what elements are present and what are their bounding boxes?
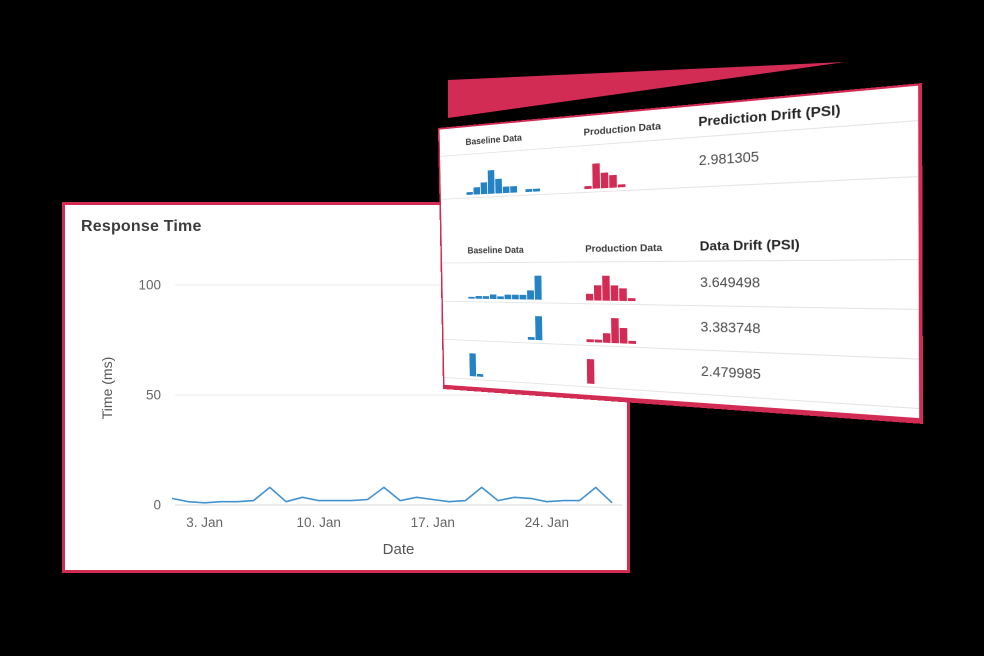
histogram-bar (475, 295, 482, 299)
histogram-bar (510, 186, 518, 193)
histogram-bar (480, 182, 488, 195)
histogram-bar (489, 294, 497, 300)
data-drift-section: Baseline Data Production Data Data Drift… (441, 224, 920, 410)
y-tick-label: 0 (153, 498, 161, 513)
response-line (171, 486, 613, 504)
drift-value: 3.649498 (699, 274, 761, 291)
histogram-bar (600, 171, 609, 189)
histogram-bar (476, 373, 484, 377)
production-histogram (584, 157, 699, 190)
histogram-bar (602, 275, 610, 301)
histogram-bar (609, 174, 617, 188)
production-histogram (586, 358, 701, 391)
column-header-production-data: Production Data (583, 120, 661, 139)
column-header-baseline-data: Baseline Data (467, 244, 524, 257)
histogram-bar (535, 315, 543, 341)
table-header-row: Baseline Data Production Data Data Drift… (441, 224, 919, 264)
histogram-bar (584, 185, 592, 190)
histogram-bar (592, 162, 601, 189)
histogram-bar (504, 294, 512, 300)
histogram-bar (533, 188, 541, 192)
histogram-bar (487, 169, 495, 194)
baseline-histogram (468, 275, 586, 300)
histogram-bar (586, 358, 595, 384)
histogram-bar (527, 336, 535, 340)
x-axis-label: Date (382, 541, 415, 558)
histogram-bar (466, 191, 473, 195)
column-header-baseline-data: Baseline Data (465, 132, 523, 148)
y-tick-label: 100 (138, 278, 161, 293)
histogram-bar (519, 294, 527, 300)
card-title: Response Time (81, 218, 202, 235)
histogram-bar (527, 290, 535, 300)
histogram-bar (497, 296, 504, 300)
production-histogram (586, 317, 701, 346)
histogram-bar (469, 352, 477, 377)
histogram-bar (585, 294, 594, 301)
histogram-bar (627, 297, 636, 302)
histogram-bar (617, 183, 626, 188)
histogram-bar (512, 294, 519, 300)
histogram-bar (586, 338, 594, 343)
histogram-bar (525, 188, 533, 193)
histogram-bar (473, 186, 481, 195)
baseline-histogram (469, 314, 587, 342)
baseline-histogram (469, 352, 587, 384)
drift-table-card: Baseline Data Production Data Prediction… (438, 82, 924, 424)
histogram-bar (619, 288, 627, 302)
drift-value: 2.981305 (698, 148, 760, 169)
column-header-production-data: Production Data (585, 242, 663, 255)
baseline-histogram (466, 164, 584, 195)
histogram-bar (619, 327, 628, 344)
histogram-bar (593, 284, 602, 301)
response-time-chart: 0 50 100 3. Jan 10. Jan 17. Jan 24. Jan (138, 278, 622, 530)
histogram-bar (594, 339, 603, 343)
production-histogram (585, 275, 701, 302)
drift-value: 3.383748 (700, 318, 761, 336)
histogram-bar (628, 340, 637, 344)
x-tick-label: 17. Jan (411, 515, 455, 530)
x-tick-label: 10. Jan (297, 515, 341, 530)
histogram-bar (502, 186, 510, 194)
histogram-bar (495, 178, 503, 194)
histogram-bar (611, 317, 619, 344)
y-axis-label: Time (ms) (99, 356, 115, 420)
x-tick-label: 3. Jan (186, 515, 223, 530)
data-drift-rows: 3.649498 3.383748 2.479985 (442, 260, 920, 410)
histogram-bar (468, 296, 475, 299)
drift-value: 2.479985 (700, 363, 762, 382)
column-header-data-drift: Data Drift (PSI) (699, 236, 800, 254)
histogram-bar (482, 295, 490, 299)
x-tick-label: 24. Jan (525, 515, 569, 530)
histogram-bar (602, 333, 611, 343)
histogram-bar (534, 275, 542, 300)
histogram-bar (610, 284, 619, 301)
y-tick-label: 50 (146, 388, 161, 403)
